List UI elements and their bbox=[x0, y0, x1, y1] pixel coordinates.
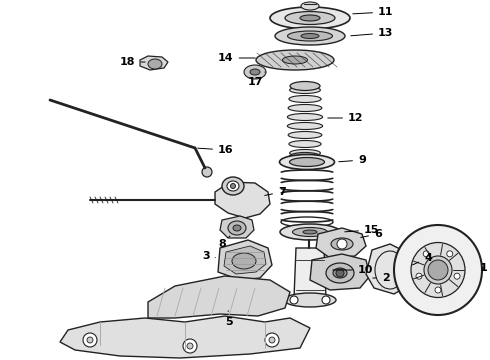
Circle shape bbox=[447, 251, 453, 257]
Text: 2: 2 bbox=[373, 273, 390, 283]
Ellipse shape bbox=[270, 7, 350, 29]
Text: 15: 15 bbox=[345, 225, 379, 235]
Ellipse shape bbox=[300, 15, 320, 21]
Circle shape bbox=[428, 260, 448, 280]
Text: 12: 12 bbox=[328, 113, 364, 123]
Polygon shape bbox=[148, 276, 290, 318]
Text: 16: 16 bbox=[198, 145, 234, 155]
Ellipse shape bbox=[301, 33, 319, 39]
Circle shape bbox=[322, 296, 330, 304]
Ellipse shape bbox=[333, 268, 347, 278]
Ellipse shape bbox=[290, 149, 320, 157]
Ellipse shape bbox=[232, 253, 256, 269]
Ellipse shape bbox=[289, 95, 321, 103]
Circle shape bbox=[423, 251, 429, 257]
Text: 4: 4 bbox=[413, 253, 432, 265]
Ellipse shape bbox=[331, 238, 353, 250]
Polygon shape bbox=[366, 244, 412, 294]
Ellipse shape bbox=[227, 181, 239, 191]
Polygon shape bbox=[60, 316, 310, 358]
Ellipse shape bbox=[326, 263, 354, 283]
Polygon shape bbox=[140, 56, 168, 70]
Text: 10: 10 bbox=[333, 265, 373, 275]
Ellipse shape bbox=[287, 122, 322, 130]
Circle shape bbox=[435, 287, 441, 293]
Ellipse shape bbox=[290, 158, 324, 166]
Ellipse shape bbox=[288, 31, 333, 41]
Ellipse shape bbox=[250, 69, 260, 75]
Circle shape bbox=[202, 167, 212, 177]
Circle shape bbox=[337, 239, 347, 249]
Ellipse shape bbox=[279, 154, 335, 170]
Circle shape bbox=[83, 333, 97, 347]
Ellipse shape bbox=[394, 225, 482, 315]
Ellipse shape bbox=[411, 243, 465, 297]
Ellipse shape bbox=[275, 27, 345, 45]
Ellipse shape bbox=[290, 86, 320, 94]
Circle shape bbox=[454, 273, 460, 279]
Text: 6: 6 bbox=[361, 229, 382, 239]
Circle shape bbox=[87, 337, 93, 343]
Ellipse shape bbox=[288, 131, 322, 139]
Circle shape bbox=[336, 269, 344, 277]
Polygon shape bbox=[316, 228, 366, 258]
Ellipse shape bbox=[285, 12, 335, 24]
Circle shape bbox=[265, 333, 279, 347]
Ellipse shape bbox=[222, 177, 244, 195]
Ellipse shape bbox=[288, 104, 322, 112]
Text: 9: 9 bbox=[339, 155, 366, 165]
Circle shape bbox=[183, 339, 197, 353]
Polygon shape bbox=[218, 240, 272, 280]
Text: 7: 7 bbox=[265, 187, 286, 197]
Polygon shape bbox=[310, 254, 370, 290]
Ellipse shape bbox=[424, 256, 452, 284]
Ellipse shape bbox=[230, 184, 236, 189]
Ellipse shape bbox=[303, 230, 317, 234]
Ellipse shape bbox=[228, 221, 246, 235]
Ellipse shape bbox=[280, 224, 340, 240]
Ellipse shape bbox=[283, 56, 308, 64]
Text: 17: 17 bbox=[248, 72, 265, 87]
Text: 18: 18 bbox=[120, 57, 145, 67]
Text: 1: 1 bbox=[480, 263, 488, 273]
Circle shape bbox=[269, 337, 275, 343]
Text: 14: 14 bbox=[218, 53, 255, 63]
Text: 3: 3 bbox=[202, 251, 215, 261]
Polygon shape bbox=[294, 248, 326, 298]
Ellipse shape bbox=[284, 293, 336, 307]
Polygon shape bbox=[220, 216, 254, 238]
Polygon shape bbox=[215, 182, 270, 218]
Polygon shape bbox=[224, 246, 266, 274]
Text: 8: 8 bbox=[218, 236, 230, 249]
Ellipse shape bbox=[233, 225, 241, 231]
Ellipse shape bbox=[293, 228, 327, 237]
Ellipse shape bbox=[244, 65, 266, 79]
Circle shape bbox=[290, 296, 298, 304]
Ellipse shape bbox=[256, 50, 334, 70]
Ellipse shape bbox=[290, 81, 320, 90]
Ellipse shape bbox=[289, 153, 321, 162]
Circle shape bbox=[416, 273, 422, 279]
Text: 13: 13 bbox=[351, 28, 393, 38]
Ellipse shape bbox=[289, 140, 321, 148]
Ellipse shape bbox=[301, 2, 319, 10]
Ellipse shape bbox=[287, 113, 322, 121]
Text: 11: 11 bbox=[353, 7, 393, 17]
Circle shape bbox=[187, 343, 193, 349]
Ellipse shape bbox=[148, 59, 162, 69]
Text: 5: 5 bbox=[225, 311, 233, 327]
